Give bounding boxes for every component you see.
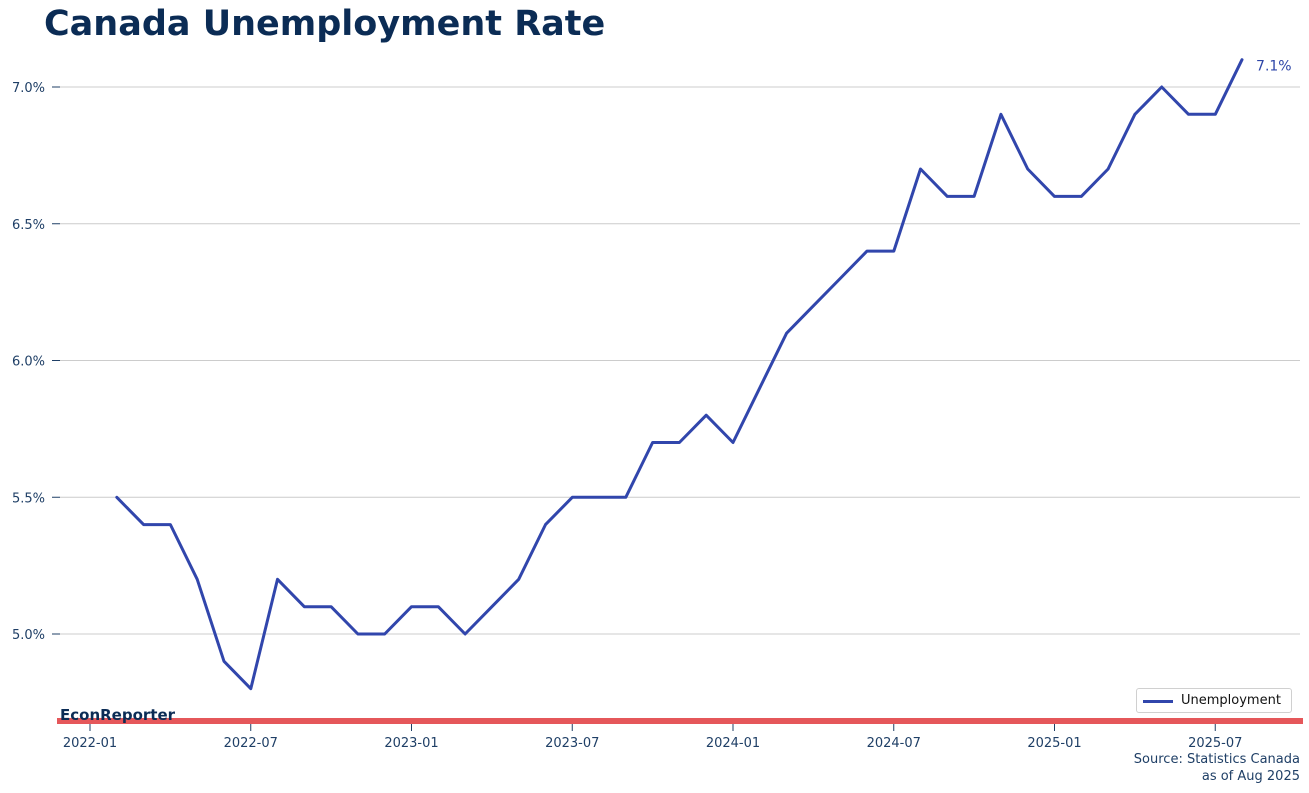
grid-lines: [60, 86, 1300, 635]
date-note: as of Aug 2025: [1202, 769, 1300, 784]
x-tick-label: 2022-01: [63, 736, 117, 751]
y-tick-label: 5.0%: [12, 628, 45, 643]
x-tick-label: 2022-07: [224, 736, 278, 751]
y-tick-label: 7.0%: [12, 81, 45, 96]
legend: Unemployment: [1136, 688, 1292, 713]
y-axis: 5.0% 5.5% 6.0% 6.5% 7.0%: [12, 81, 60, 643]
x-tick-label: 2025-01: [1027, 736, 1081, 751]
y-tick-label: 6.5%: [12, 218, 45, 233]
brand-bar: [57, 718, 1303, 724]
x-tick-label: 2025-07: [1188, 736, 1242, 751]
x-tick-label: 2023-07: [545, 736, 599, 751]
legend-label: Unemployment: [1181, 693, 1281, 708]
x-tick-label: 2024-01: [706, 736, 760, 751]
y-tick-label: 6.0%: [12, 355, 45, 370]
source-note: Source: Statistics Canada: [1134, 752, 1300, 767]
x-tick-label: 2023-01: [384, 736, 438, 751]
y-tick-label: 5.5%: [12, 491, 45, 506]
last-value-label: 7.1%: [1256, 59, 1292, 75]
brand-name: EconReporter: [60, 706, 176, 724]
chart-title: Canada Unemployment Rate: [44, 4, 606, 44]
legend-swatch: [1143, 700, 1173, 703]
series-line-unemployment: [115, 58, 1244, 691]
x-axis: 2022-01 2022-07 2023-01 2023-07 2024-01 2024-…: [63, 724, 1242, 751]
x-tick-label: 2024-07: [867, 736, 921, 751]
